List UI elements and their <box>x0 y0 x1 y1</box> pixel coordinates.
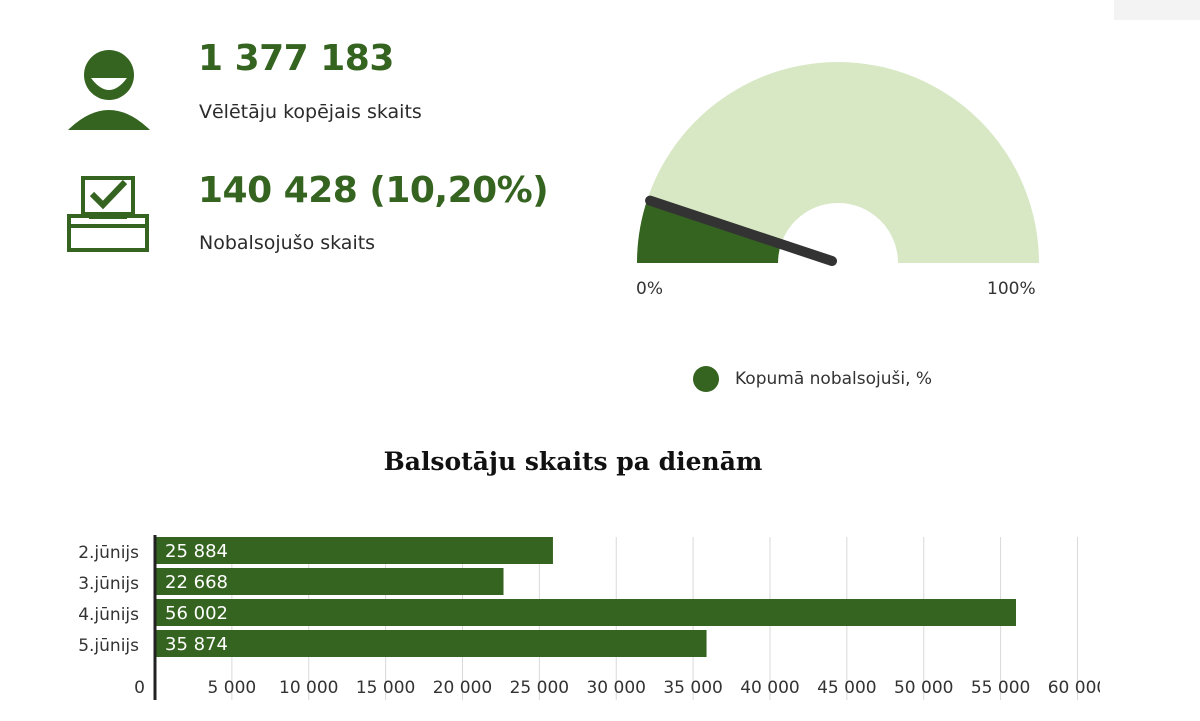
bar-value-label: 22 668 <box>165 572 228 593</box>
category-label: 3.jūnijs <box>78 574 139 594</box>
legend-marker <box>693 366 719 392</box>
bar <box>155 630 707 657</box>
gauge-chart <box>637 62 1039 266</box>
bar <box>155 599 1016 626</box>
x-tick-label: 20 000 <box>433 678 492 698</box>
voted-label: Nobalsojušo skaits <box>199 232 376 254</box>
category-label: 4.jūnijs <box>78 605 139 625</box>
gauge-max-label: 100% <box>987 279 1036 299</box>
bar-value-label: 35 874 <box>165 634 228 655</box>
x-tick-label: 30 000 <box>586 678 645 698</box>
gauge-value-band <box>637 199 782 263</box>
gauge-min-label: 0% <box>636 279 663 299</box>
bar-value-label: 56 002 <box>165 603 228 624</box>
category-label: 2.jūnijs <box>78 543 139 563</box>
voted-value: 140 428 (10,20%) <box>198 170 549 211</box>
x-tick-label: 55 000 <box>971 678 1030 698</box>
x-tick-label: 35 000 <box>663 678 722 698</box>
x-tick-label: 60 000 <box>1048 678 1100 698</box>
corner-panel <box>1114 0 1200 20</box>
x-tick-label: 15 000 <box>356 678 415 698</box>
voters-total-label: Vēlētāju kopējais skaits <box>199 101 422 123</box>
bar <box>155 568 504 595</box>
ballot-box-icon <box>67 176 149 252</box>
gauge-needle <box>645 195 837 266</box>
bar <box>155 537 553 564</box>
gauge-legend: Kopumā nobalsojuši, % <box>693 366 932 392</box>
x-tick-label: 0 <box>134 678 145 698</box>
person-icon <box>68 50 150 130</box>
x-tick-label: 25 000 <box>510 678 569 698</box>
bar-chart: 25 884 2.jūnijs 22 668 3.jūnijs 56 002 4.jūni… <box>78 535 1100 700</box>
x-tick-label: 5 000 <box>208 678 257 698</box>
gauge-track <box>637 62 1039 263</box>
x-tick-label: 45 000 <box>817 678 876 698</box>
voters-total-value: 1 377 183 <box>198 38 394 79</box>
x-tick-label: 50 000 <box>894 678 953 698</box>
legend-label: Kopumā nobalsojuši, % <box>735 369 933 389</box>
bar-value-label: 25 884 <box>165 541 228 562</box>
category-label: 5.jūnijs <box>78 636 139 656</box>
x-tick-label: 40 000 <box>740 678 799 698</box>
x-tick-label: 10 000 <box>279 678 338 698</box>
bar-chart-title: Balsotāju skaits pa dienām <box>383 447 763 476</box>
